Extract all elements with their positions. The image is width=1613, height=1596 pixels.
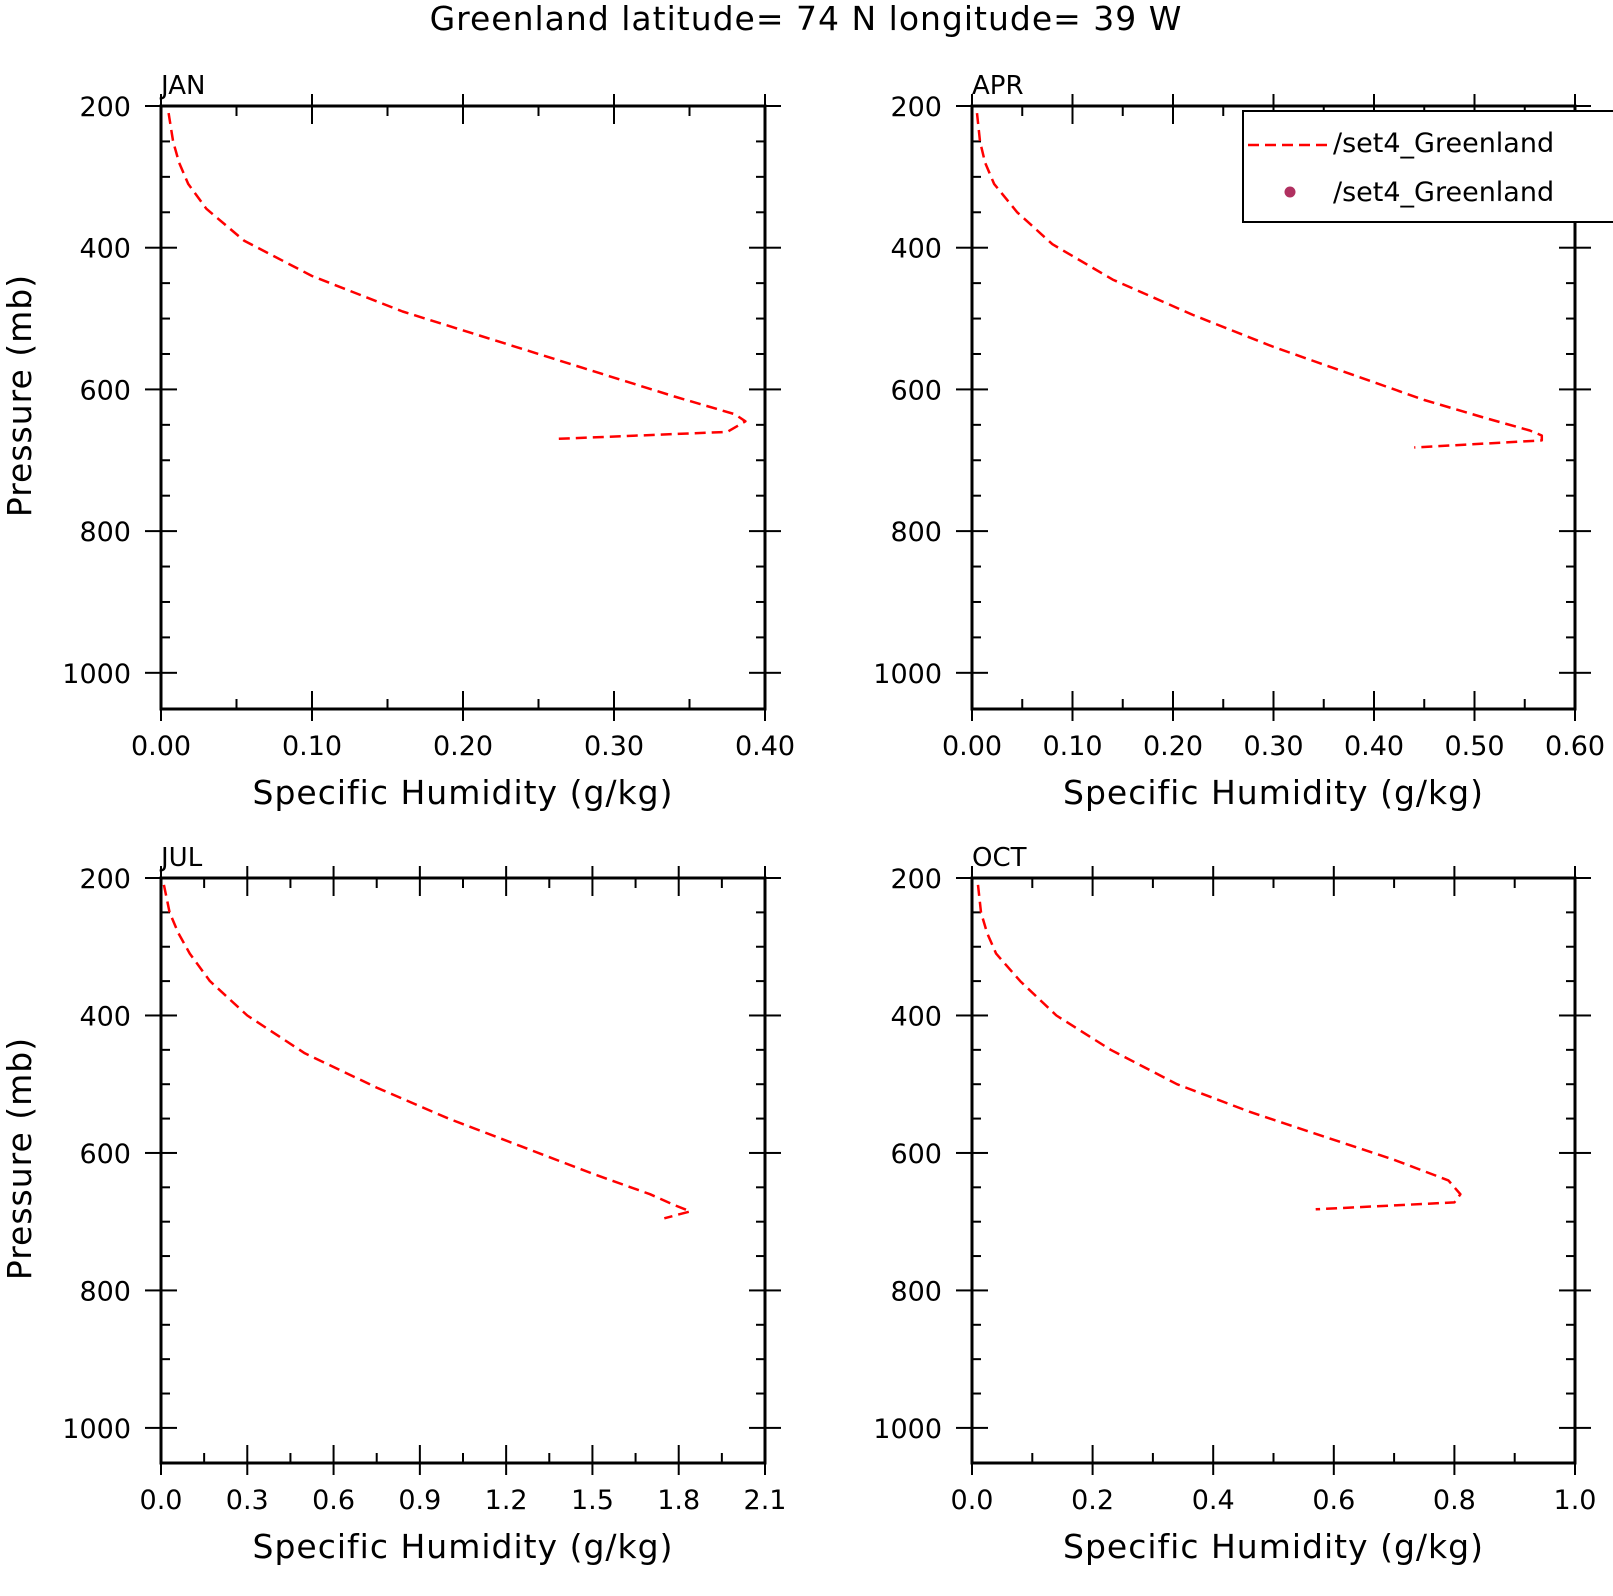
x-tick-label: 0.30 bbox=[584, 731, 644, 762]
y-tick-label: 400 bbox=[890, 1001, 942, 1032]
panel-label: JUL bbox=[159, 843, 203, 873]
panel-label: APR bbox=[972, 71, 1024, 101]
x-tick-label: 0.60 bbox=[1545, 731, 1605, 762]
y-axis-title: Pressure (mb) bbox=[0, 1037, 39, 1280]
y-axis-title: Pressure (mb) bbox=[0, 274, 39, 517]
y-tick-label: 1000 bbox=[62, 1414, 131, 1445]
x-tick-label: 1.8 bbox=[657, 1485, 700, 1516]
y-tick-label: 200 bbox=[890, 864, 942, 895]
series-line bbox=[162, 884, 692, 1220]
x-tick-label: 0.00 bbox=[942, 731, 1002, 762]
x-tick-label: 1.2 bbox=[485, 1485, 528, 1516]
legend-label: /set4_Greenland bbox=[1333, 128, 1554, 159]
x-tick-label: 0.40 bbox=[735, 731, 795, 762]
x-tick-label: 0.20 bbox=[1143, 731, 1203, 762]
x-tick-label: 0.20 bbox=[433, 731, 493, 762]
x-tick-label: 0.0 bbox=[951, 1485, 994, 1516]
legend-label: /set4_Greenland bbox=[1333, 177, 1554, 208]
y-tick-label: 600 bbox=[79, 375, 131, 406]
x-tick-label: 0.00 bbox=[131, 731, 191, 762]
panel-label: OCT bbox=[972, 843, 1027, 873]
plot-frame bbox=[159, 104, 767, 711]
series-line bbox=[976, 884, 1462, 1211]
x-tick-label: 0.0 bbox=[140, 1485, 183, 1516]
y-tick-label: 400 bbox=[890, 234, 942, 265]
y-tick-label: 200 bbox=[890, 92, 942, 123]
panel-jan: JAN 200 400 600 800 1000 0.00 0.10 0.20 0.30 0.40 S… bbox=[0, 71, 795, 812]
y-tick-label: 600 bbox=[79, 1139, 131, 1170]
x-tick-label: 0.2 bbox=[1071, 1485, 1114, 1516]
y-tick-label: 1000 bbox=[873, 659, 942, 690]
y-tick-label: 600 bbox=[890, 1139, 942, 1170]
x-tick-label: 1.5 bbox=[571, 1485, 614, 1516]
x-tick-label: 0.3 bbox=[226, 1485, 269, 1516]
x-tick-label: 0.10 bbox=[1042, 731, 1102, 762]
x-tick-label: 0.6 bbox=[312, 1485, 355, 1516]
x-tick-label: 0.4 bbox=[1192, 1485, 1235, 1516]
figure-title: Greenland latitude= 74 N longitude= 39 W bbox=[430, 0, 1183, 38]
series-line bbox=[975, 112, 1544, 449]
y-tick-label: 200 bbox=[79, 92, 131, 123]
series-line bbox=[167, 112, 747, 441]
plot-frame bbox=[159, 876, 767, 1465]
panel-jul: JUL 200 400 600 800 1000 0.0 0.3 0.6 0.9 1.2 1.5 1.8… bbox=[0, 843, 786, 1566]
panel-apr: APR 200 400 600 800 1000 0.00 0.10 0.20 0.30 0.40 0… bbox=[873, 71, 1605, 812]
y-tick-label: 800 bbox=[890, 1276, 942, 1307]
y-tick-label: 400 bbox=[79, 1001, 131, 1032]
y-tick-label: 400 bbox=[79, 234, 131, 265]
x-axis-title: Specific Humidity (g/kg) bbox=[1063, 773, 1484, 812]
y-tick-label: 1000 bbox=[62, 659, 131, 690]
panel-label: JAN bbox=[159, 71, 205, 101]
panel-oct: OCT 200 400 600 800 1000 0.0 0.2 0.4 0.6 0.8 1.0 Spe… bbox=[873, 843, 1596, 1566]
x-tick-label: 0.40 bbox=[1344, 731, 1404, 762]
plot-frame bbox=[970, 876, 1577, 1465]
x-tick-label: 0.50 bbox=[1444, 731, 1504, 762]
y-tick-label: 600 bbox=[890, 375, 942, 406]
legend: /set4_Greenland/set4_Greenland bbox=[1242, 110, 1613, 223]
x-axis-title: Specific Humidity (g/kg) bbox=[253, 1527, 674, 1566]
y-tick-label: 800 bbox=[79, 1276, 131, 1307]
x-tick-label: 0.9 bbox=[398, 1485, 441, 1516]
y-tick-label: 1000 bbox=[873, 1414, 942, 1445]
x-tick-label: 0.30 bbox=[1243, 731, 1303, 762]
y-tick-label: 200 bbox=[79, 864, 131, 895]
x-tick-label: 1.0 bbox=[1554, 1485, 1597, 1516]
x-tick-label: 2.1 bbox=[744, 1485, 787, 1516]
x-tick-label: 0.8 bbox=[1433, 1485, 1476, 1516]
x-tick-label: 0.10 bbox=[282, 731, 342, 762]
y-tick-label: 800 bbox=[79, 517, 131, 548]
x-axis-title: Specific Humidity (g/kg) bbox=[1063, 1527, 1484, 1566]
legend-box bbox=[1242, 110, 1613, 223]
legend-dot-swatch bbox=[1284, 186, 1296, 198]
y-tick-label: 800 bbox=[890, 517, 942, 548]
x-axis-title: Specific Humidity (g/kg) bbox=[253, 773, 674, 812]
panels: JAN 200 400 600 800 1000 0.00 0.10 0.20 0.30 0.40 S… bbox=[0, 71, 1605, 1566]
x-tick-label: 0.6 bbox=[1312, 1485, 1355, 1516]
